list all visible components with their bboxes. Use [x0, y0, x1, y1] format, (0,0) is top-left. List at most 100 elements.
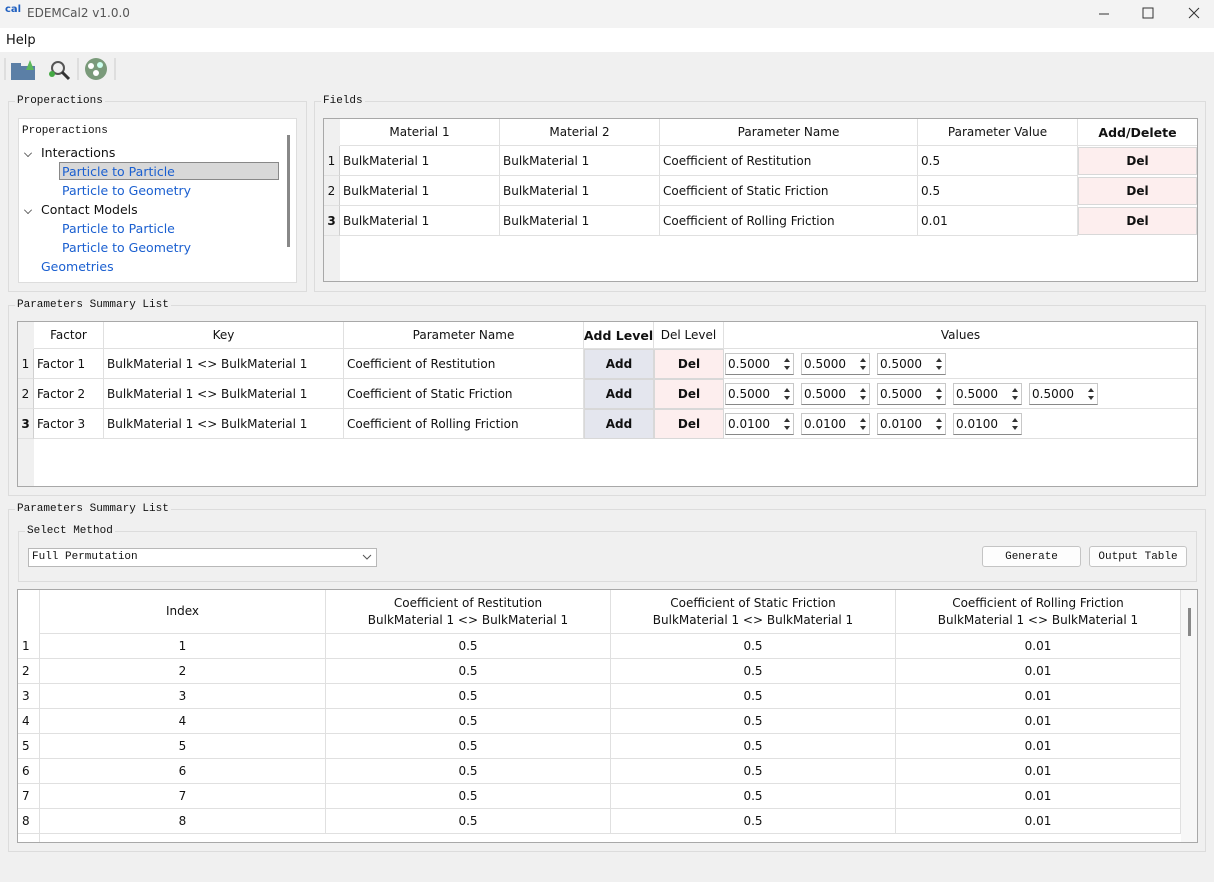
spin-arrows[interactable] [934, 385, 944, 403]
spin-box[interactable]: 0.0100 [725, 413, 794, 435]
factors-table: FactorKeyParameter NameAdd LevelDel Leve… [17, 321, 1198, 487]
delete-button[interactable]: Del [654, 349, 724, 379]
spin-value: 0.0100 [804, 417, 846, 431]
table-cell: 0.01 [896, 759, 1181, 784]
add-button[interactable]: Add [584, 409, 654, 439]
spin-arrows[interactable] [934, 415, 944, 433]
spin-box[interactable]: 0.5000 [725, 353, 794, 375]
table-cell: 0.5 [326, 784, 611, 809]
group-title: Parameters Summary List [15, 299, 171, 311]
table-cell: 8 [40, 809, 326, 834]
expand-arrow[interactable] [24, 206, 32, 214]
window-title: EDEMCal2 v1.0.0 [27, 6, 130, 20]
spin-box[interactable]: 0.0100 [801, 413, 870, 435]
column-header: Parameter Name [660, 119, 918, 146]
spin-arrows[interactable] [1010, 385, 1020, 403]
column-header: Coefficient of Rolling FrictionBulkMater… [896, 590, 1181, 634]
tree-item[interactable]: Particle to Particle [62, 164, 175, 179]
table-cell: 0.01 [896, 659, 1181, 684]
header-line: Coefficient of Static Friction [670, 595, 836, 612]
table-cell: 0.01 [896, 684, 1181, 709]
spin-arrows[interactable] [1086, 385, 1096, 403]
spin-arrows[interactable] [858, 415, 868, 433]
row-number: 3 [18, 684, 40, 709]
column-header: Factor [34, 322, 104, 349]
add-button[interactable]: Add [584, 349, 654, 379]
spin-box[interactable]: 0.0100 [877, 413, 946, 435]
table-cell: 3 [40, 684, 326, 709]
add-button[interactable]: Add [584, 379, 654, 409]
table-cell: Coefficient of Rolling Friction [344, 409, 584, 439]
scrollbar[interactable] [287, 135, 290, 247]
column-header: Coefficient of Static FrictionBulkMateri… [611, 590, 896, 634]
spin-arrows[interactable] [858, 355, 868, 373]
spin-value: 0.5000 [880, 387, 922, 401]
table-cell: Coefficient of Restitution [344, 349, 584, 379]
generate-button[interactable]: Generate [982, 546, 1081, 567]
delete-button[interactable]: Del [1078, 147, 1197, 175]
spin-box[interactable]: 0.5000 [877, 353, 946, 375]
spin-value: 0.5000 [1032, 387, 1074, 401]
header-line: BulkMaterial 1 <> BulkMaterial 1 [368, 612, 568, 629]
spin-box[interactable]: 0.5000 [1029, 383, 1098, 405]
group-title: Properactions [15, 95, 105, 107]
spin-arrows[interactable] [782, 385, 792, 403]
spin-box[interactable]: 0.0100 [953, 413, 1022, 435]
spin-arrows[interactable] [858, 385, 868, 403]
spin-value: 0.0100 [728, 417, 770, 431]
table-cell: BulkMaterial 1 <> BulkMaterial 1 [104, 379, 344, 409]
spin-box[interactable]: 0.5000 [953, 383, 1022, 405]
menu-item[interactable]: Help [6, 33, 36, 48]
particles-icon[interactable] [85, 58, 107, 80]
header-line: BulkMaterial 1 <> BulkMaterial 1 [653, 612, 853, 629]
spin-value: 0.0100 [880, 417, 922, 431]
table-cell: Coefficient of Static Friction [344, 379, 584, 409]
column-header: Parameter Value [918, 119, 1078, 146]
output-table-button[interactable]: Output Table [1089, 546, 1187, 567]
tree-item[interactable]: Particle to Geometry [62, 240, 191, 255]
table-cell: 7 [40, 784, 326, 809]
tree-item[interactable]: Geometries [41, 259, 114, 274]
spin-box[interactable]: 0.5000 [877, 383, 946, 405]
delete-button[interactable]: Del [654, 409, 724, 439]
method-select[interactable]: Full Permutation [28, 548, 377, 567]
table-cell: BulkMaterial 1 [500, 206, 660, 236]
tree-item[interactable]: Contact Models [41, 202, 138, 217]
open-icon[interactable] [11, 60, 35, 80]
window-controls[interactable] [1090, 0, 1214, 28]
results-table: IndexCoefficient of RestitutionBulkMater… [17, 589, 1198, 843]
tree-item[interactable]: Particle to Geometry [62, 183, 191, 198]
search-icon[interactable] [49, 62, 69, 79]
table-cell: 5 [40, 734, 326, 759]
spin-arrows[interactable] [934, 355, 944, 373]
table-cell: BulkMaterial 1 [340, 206, 500, 236]
values-cell [724, 349, 1198, 379]
delete-button[interactable]: Del [1078, 207, 1197, 235]
tree-item[interactable]: Particle to Particle [62, 221, 175, 236]
table-cell: 0.5 [326, 659, 611, 684]
tree-view: Properactions InteractionsParticle to Pa… [18, 118, 297, 283]
row-number: 4 [18, 709, 40, 734]
table-cell: 0.5 [611, 659, 896, 684]
spin-box[interactable]: 0.5000 [801, 353, 870, 375]
scrollbar-thumb[interactable] [1188, 608, 1191, 636]
row-number: 6 [18, 759, 40, 784]
spin-arrows[interactable] [782, 355, 792, 373]
toolbar [0, 52, 1214, 86]
table-cell: 0.5 [611, 634, 896, 659]
expand-arrow[interactable] [24, 149, 32, 157]
delete-button[interactable]: Del [654, 379, 724, 409]
row-number: 7 [18, 784, 40, 809]
spin-arrows[interactable] [782, 415, 792, 433]
tree-item[interactable]: Interactions [41, 145, 115, 160]
app-icon: cal [5, 4, 21, 15]
spin-arrows[interactable] [1010, 415, 1020, 433]
spin-box[interactable]: 0.5000 [801, 383, 870, 405]
group-title: Fields [321, 95, 365, 107]
table-cell: 0.01 [896, 634, 1181, 659]
spin-box[interactable]: 0.5000 [725, 383, 794, 405]
delete-button[interactable]: Del [1078, 177, 1197, 205]
spin-value: 0.5000 [728, 357, 770, 371]
table-cell: 0.5 [918, 146, 1078, 176]
